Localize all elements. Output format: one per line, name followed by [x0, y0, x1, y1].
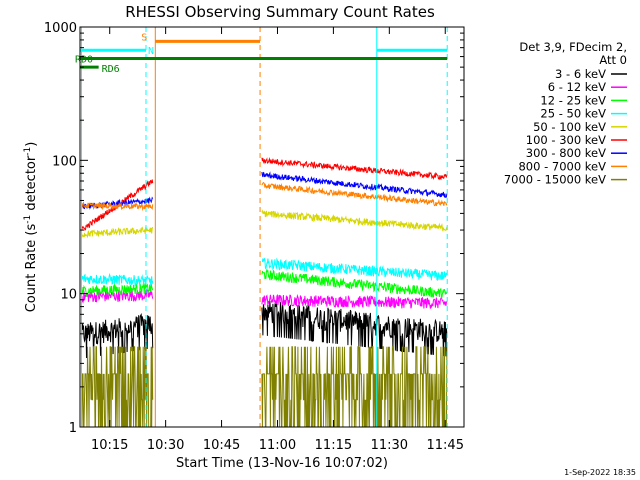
x-tick-label: 11:00: [259, 438, 296, 453]
y-axis-label-sup: -1: [23, 147, 33, 156]
x-tick-label: 10:45: [203, 438, 240, 453]
legend-entry-label: 50 - 100 keV: [533, 120, 606, 134]
x-axis: 10:15 10:30 10:45 11:00 11:15 11:30 11:45: [91, 27, 464, 453]
plot-area: SN RD0 RD6: [75, 27, 448, 428]
legend-entry-label: 7000 - 15000 keV: [504, 173, 606, 187]
legend-entry-label: 300 - 800 keV: [526, 146, 606, 160]
series-line: [261, 301, 448, 357]
status-bar-label: RD0: [75, 55, 93, 66]
y-tick-label: 100: [52, 154, 77, 169]
x-axis-label: Start Time (13-Nov-16 10:07:02): [176, 456, 388, 471]
series-line: [261, 157, 448, 181]
plot-frame: [79, 26, 465, 428]
legend-header-line: Det 3,9, FDecim 2,: [519, 40, 627, 54]
y-axis: 1 10 100 1000: [44, 21, 464, 436]
series-line: [261, 171, 448, 199]
series-25-50kev: [81, 257, 448, 287]
y-axis-label: Count Rate (s-1 detector-1): [23, 142, 39, 313]
legend-entry-label: 100 - 300 keV: [526, 133, 606, 147]
legend-entry-label: 12 - 25 keV: [540, 93, 606, 107]
y-axis-label-sup: -1: [23, 215, 33, 224]
x-tick-label: 10:30: [147, 438, 184, 453]
series-line: [261, 293, 448, 309]
y-axis-label-part: detector: [24, 155, 39, 215]
y-axis-label-part: ): [24, 142, 39, 147]
series-800-7000kev: [81, 181, 448, 212]
x-tick-label: 11:15: [315, 438, 352, 453]
x-tick-label: 10:15: [91, 438, 128, 453]
x-tick-label: 11:45: [427, 438, 464, 453]
y-axis-label-part: Count Rate (s: [24, 224, 39, 313]
series-line: [81, 226, 154, 239]
legend-entry-label: 3 - 6 keV: [555, 67, 606, 81]
series-line: [81, 288, 154, 304]
series-50-100kev: [81, 209, 448, 239]
legend-entry-label: 25 - 50 keV: [540, 107, 606, 121]
series-12-25kev: [81, 268, 448, 299]
series-line: [261, 257, 448, 281]
legend-entry-label: 800 - 7000 keV: [518, 159, 606, 173]
y-tick-label: 1000: [44, 21, 77, 36]
y-tick-label: 1: [69, 421, 77, 436]
legend-header-line: Att 0: [599, 53, 627, 67]
series-6-12kev: [81, 288, 448, 309]
status-bar-label: N: [148, 46, 154, 57]
timestamp: 1-Sep-2022 18:35: [564, 468, 636, 477]
x-tick-label: 11:30: [371, 438, 408, 453]
series-line: [81, 272, 154, 287]
series-line: [81, 282, 154, 297]
status-bar-label: S: [141, 32, 147, 43]
status-bar-label: RD6: [102, 64, 120, 75]
series-line: [261, 181, 448, 207]
legend-entry-label: 6 - 12 keV: [548, 80, 606, 94]
series-line: [261, 268, 448, 299]
series-line: [261, 209, 448, 232]
chart-title: RHESSI Observing Summary Count Rates: [125, 3, 435, 21]
series-line: [81, 201, 154, 212]
y-tick-label: 10: [60, 288, 77, 303]
